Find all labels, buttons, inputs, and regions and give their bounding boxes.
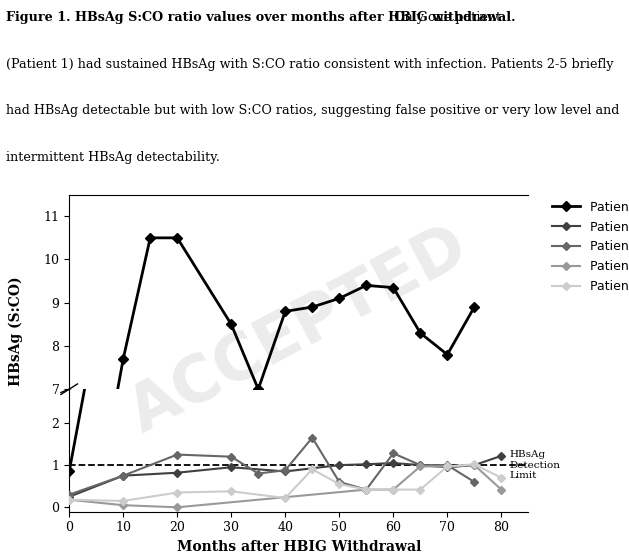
Legend: Patient 1, Patient 2, Patient 3, Patient 4, Patient 5: Patient 1, Patient 2, Patient 3, Patient…	[548, 197, 629, 297]
Text: Only one patient: Only one patient	[390, 11, 501, 24]
Text: (Patient 1) had sustained HBsAg with S:CO ratio consistent with infection. Patie: (Patient 1) had sustained HBsAg with S:C…	[6, 58, 614, 71]
X-axis label: Months after HBIG Withdrawal: Months after HBIG Withdrawal	[177, 540, 421, 554]
Text: Figure 1. HBsAg S:CO ratio values over months after HBIG withdrawal.: Figure 1. HBsAg S:CO ratio values over m…	[6, 11, 516, 24]
Text: HBsAg
Detection
Limit: HBsAg Detection Limit	[509, 450, 560, 480]
Text: intermittent HBsAg detectability.: intermittent HBsAg detectability.	[6, 151, 220, 163]
Text: HBsAg (S:CO): HBsAg (S:CO)	[9, 276, 23, 386]
Text: ACCEPTED: ACCEPTED	[119, 216, 479, 446]
Text: had HBsAg detectable but with low S:CO ratios, suggesting false positive or very: had HBsAg detectable but with low S:CO r…	[6, 104, 620, 117]
